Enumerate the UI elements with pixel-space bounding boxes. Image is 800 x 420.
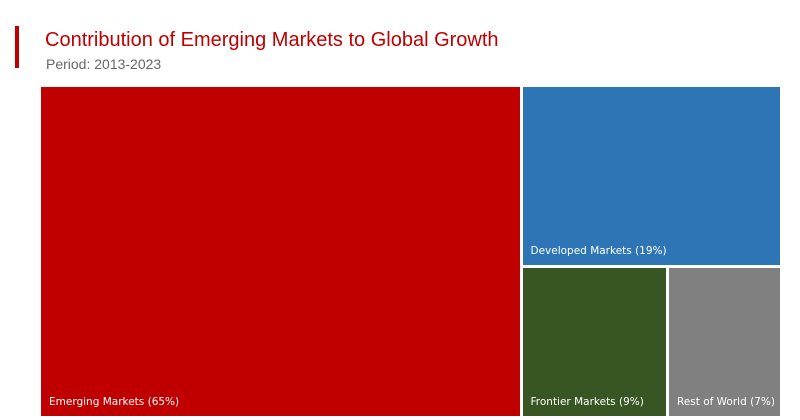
treemap-tile-label: Emerging Markets (65%) xyxy=(49,396,180,408)
treemap-tile-developed-markets: Developed Markets (19%) xyxy=(522,87,780,265)
treemap-tile-emerging-markets: Emerging Markets (65%) xyxy=(41,87,520,416)
title-accent-bar xyxy=(15,26,19,68)
chart-title: Contribution of Emerging Markets to Glob… xyxy=(45,29,499,51)
chart-subtitle: Period: 2013-2023 xyxy=(46,56,162,72)
treemap-tile-label: Rest of World (7%) xyxy=(677,396,775,408)
treemap-tile-label: Developed Markets (19%) xyxy=(530,244,667,257)
treemap-chart: Emerging Markets (65%) Developed Markets … xyxy=(41,87,780,416)
treemap-tile-rest-of-world: Rest of World (7%) xyxy=(669,267,780,416)
treemap-tile-frontier-markets: Frontier Markets (9%) xyxy=(522,267,666,416)
treemap-tile-label: Frontier Markets (9%) xyxy=(530,396,644,408)
